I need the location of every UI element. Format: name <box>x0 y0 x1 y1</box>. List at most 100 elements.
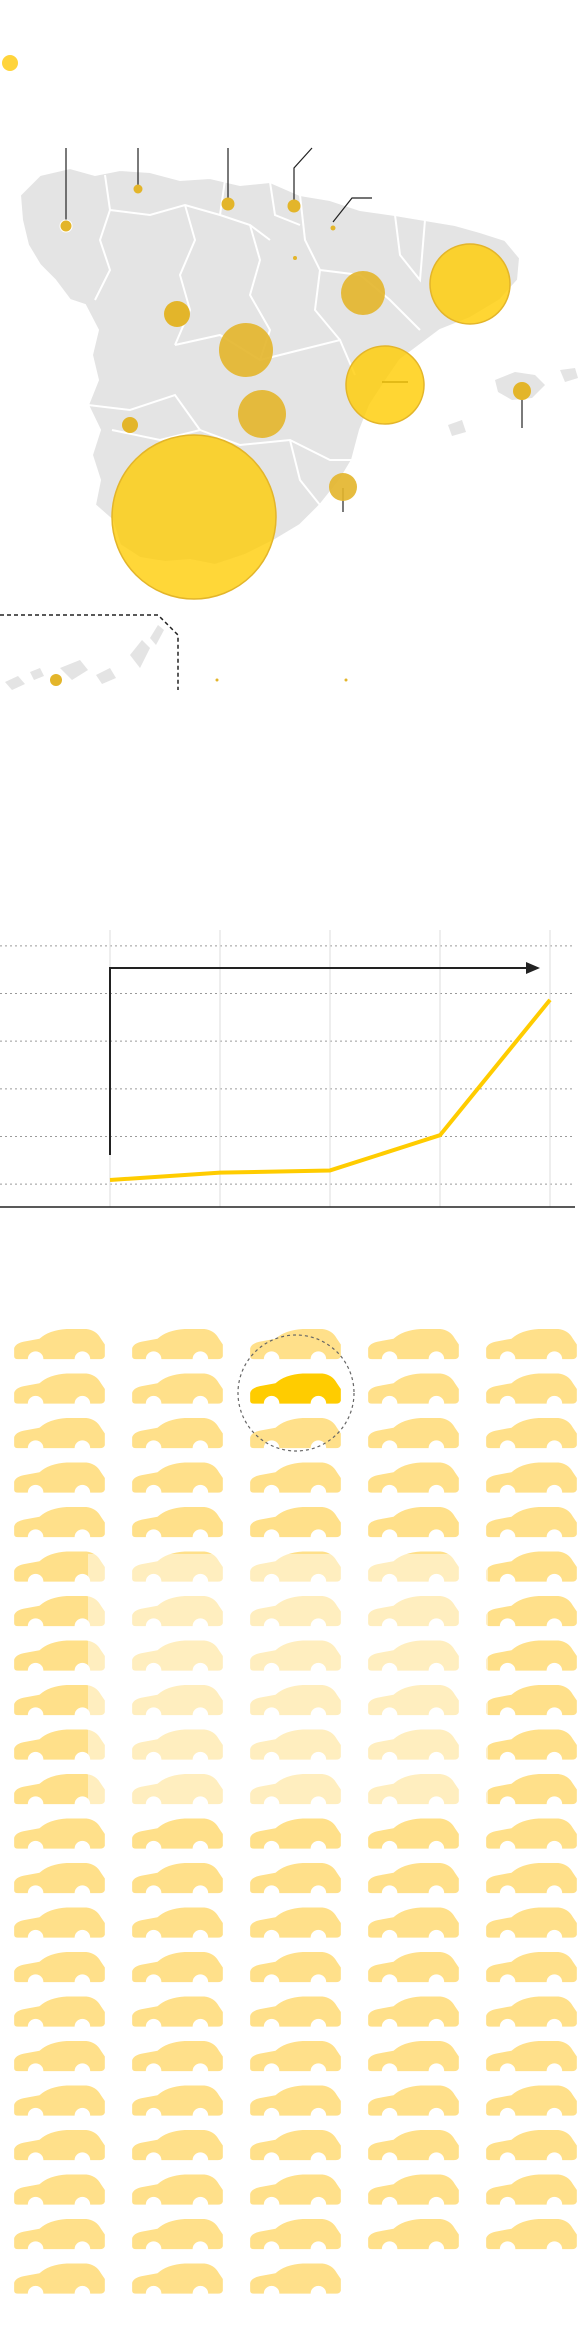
car-icon <box>250 1862 341 1894</box>
car-icon <box>14 1907 105 1938</box>
bubble-galicia <box>59 219 73 233</box>
bubble-pais-vasco <box>287 199 301 213</box>
car-icon <box>368 2174 459 2205</box>
car-icon <box>368 1328 459 1360</box>
car-icon <box>132 1328 223 1360</box>
car-icon <box>368 1373 459 1404</box>
canary-inset-border <box>0 614 179 690</box>
car-icon <box>14 1328 105 1360</box>
bubble-ceuta <box>215 678 219 682</box>
car-icon <box>486 1818 577 1849</box>
car-icon <box>14 1862 105 1894</box>
map-section <box>0 0 580 700</box>
car-icon <box>132 1506 223 1538</box>
car-icon <box>486 2218 577 2250</box>
car-icon <box>132 2218 223 2250</box>
bubble-madrid <box>219 323 273 377</box>
bubble-navarra <box>330 225 336 231</box>
arrow-head-icon <box>526 962 540 974</box>
cars-grid <box>14 1328 577 2294</box>
car-icon <box>486 1951 577 1983</box>
car-icon <box>132 1996 223 2027</box>
ibiza-island <box>448 420 466 436</box>
bubble-extremadura <box>122 417 138 433</box>
gridlines <box>0 945 575 1185</box>
car-icon <box>368 2040 459 2072</box>
bubble-andalucia <box>111 434 277 600</box>
car-icon <box>250 1462 341 1493</box>
car-icon <box>14 1373 105 1404</box>
car-icon <box>250 1417 341 1449</box>
car-icon <box>132 1862 223 1894</box>
series-points <box>109 999 551 1181</box>
map-bubbles <box>50 184 531 686</box>
car-icon <box>368 1506 459 1538</box>
car-icon <box>132 2129 223 2161</box>
car-icon <box>250 2085 341 2116</box>
car-icon <box>14 2129 105 2161</box>
car-icon <box>14 2085 105 2116</box>
car-icon <box>250 1996 341 2027</box>
car-icon <box>486 1595 577 1627</box>
car-icon <box>14 1417 105 1449</box>
car-icon <box>132 1818 223 1849</box>
highlight-ring <box>237 1334 355 1452</box>
x-gridlines <box>109 930 551 1207</box>
bubble-castilla-leon <box>164 301 190 327</box>
car-icon <box>486 2174 577 2205</box>
car-icon <box>14 2263 105 2294</box>
car-icon <box>368 2218 459 2250</box>
car-icon <box>132 2040 223 2072</box>
car-icon <box>486 1373 577 1404</box>
bubble-canarias <box>50 674 62 686</box>
line-chart-section <box>0 900 580 1240</box>
line-chart <box>0 930 575 1208</box>
car-icon <box>250 1951 341 1983</box>
bubble-valencia <box>345 345 425 425</box>
car-icon <box>14 2040 105 2072</box>
car-icon <box>14 2174 105 2205</box>
car-icon <box>14 1951 105 1983</box>
car-icon <box>486 1640 577 1671</box>
car-icon <box>486 2129 577 2161</box>
car-icon <box>250 2040 341 2072</box>
car-icon <box>368 1417 459 1449</box>
car-icon <box>486 1328 577 1360</box>
menorca-island <box>560 368 578 382</box>
car-icon <box>132 1462 223 1493</box>
car-icon <box>486 1417 577 1449</box>
car-icon <box>14 1506 105 1538</box>
car-icon <box>486 1996 577 2027</box>
car-icon <box>486 2085 577 2116</box>
car-icon <box>368 1951 459 1983</box>
car-icon <box>250 1818 341 1849</box>
car-icon <box>14 1818 105 1849</box>
car-icon <box>486 1773 577 1805</box>
spain-map <box>0 55 578 690</box>
car-icon <box>368 1907 459 1938</box>
faded-band <box>88 1554 488 1812</box>
bubble-murcia <box>329 473 357 501</box>
cars-pictogram <box>0 1300 580 2326</box>
car-icon <box>250 2129 341 2161</box>
bubble-baleares <box>513 382 531 400</box>
car-icon <box>368 1462 459 1493</box>
bubble-melilla <box>344 678 348 682</box>
car-icon <box>486 1729 577 1760</box>
car-icon <box>486 1684 577 1716</box>
car-icon <box>486 1462 577 1493</box>
bubble-cantabria <box>221 197 235 211</box>
car-icon <box>250 2263 341 2294</box>
car-icon <box>132 1907 223 1938</box>
car-icon <box>250 2218 341 2250</box>
car-icon <box>14 2218 105 2250</box>
car-icon <box>250 1907 341 1938</box>
car-icon <box>486 2040 577 2072</box>
car-icon <box>14 1996 105 2027</box>
car-icon <box>486 1862 577 1894</box>
yellow-dot-icon <box>2 55 18 71</box>
car-icon <box>132 1951 223 1983</box>
canary-islands <box>5 625 164 690</box>
bubble-aragon <box>341 271 385 315</box>
bubble-asturias <box>133 184 143 194</box>
